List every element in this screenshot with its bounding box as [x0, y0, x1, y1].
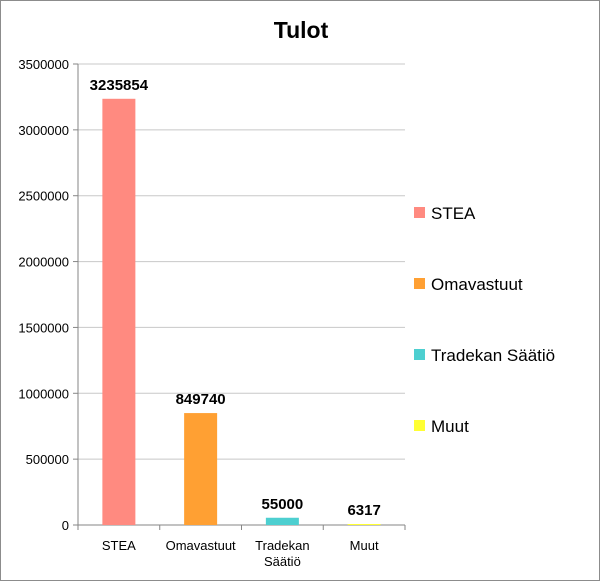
- data-label-2: 55000: [262, 496, 304, 513]
- x-category-label-line: Tradekan: [255, 538, 309, 553]
- x-category-label-line: STEA: [102, 538, 136, 553]
- legend-swatch-0: [414, 207, 425, 218]
- y-tick-label-2: 1000000: [18, 386, 69, 401]
- data-label-0: 3235854: [90, 77, 149, 94]
- chart-title: Tulot: [274, 17, 329, 43]
- x-category-label-1: Omavastuut: [166, 538, 236, 553]
- y-tick-label-1: 500000: [26, 452, 69, 467]
- y-axis-ticks: 0 500000 1000000 1500000 2000000 2500000 30000…: [18, 57, 78, 533]
- x-category-label-3: Muut: [350, 538, 379, 553]
- legend: STEA Omavastuut Tradekan Säätiö Muut: [414, 204, 555, 436]
- bar-omavastuut: [184, 413, 218, 525]
- legend-label-0: STEA: [431, 204, 476, 223]
- legend-label-1: Omavastuut: [431, 275, 523, 294]
- bar-muut: [347, 524, 381, 525]
- x-category-label-line: Muut: [350, 538, 379, 553]
- x-category-label-line: Omavastuut: [166, 538, 236, 553]
- legend-swatch-2: [414, 349, 425, 360]
- legend-swatch-3: [414, 420, 425, 431]
- data-label-3: 6317: [347, 502, 380, 519]
- x-axis-categories: STEA Omavastuut Tradekan Säätiö Muut: [102, 538, 379, 569]
- y-tick-label-7: 3500000: [18, 57, 69, 72]
- y-tick-label-0: 0: [62, 518, 69, 533]
- bar-stea: [102, 98, 136, 525]
- bar-tradekan-säätiö: [265, 517, 299, 525]
- x-category-label-line: Säätiö: [264, 554, 301, 569]
- y-tick-label-6: 3000000: [18, 123, 69, 138]
- data-labels: 3235854 849740 55000 6317: [90, 77, 381, 519]
- y-tick-label-5: 2500000: [18, 189, 69, 204]
- legend-label-3: Muut: [431, 417, 469, 436]
- x-category-label-0: STEA: [102, 538, 136, 553]
- legend-swatch-1: [414, 278, 425, 289]
- data-label-1: 849740: [176, 391, 226, 408]
- bars: [102, 98, 381, 525]
- y-tick-label-3: 1500000: [18, 320, 69, 335]
- legend-label-2: Tradekan Säätiö: [431, 346, 555, 365]
- x-category-label-2: Tradekan Säätiö: [255, 538, 309, 569]
- y-tick-label-4: 2000000: [18, 255, 69, 270]
